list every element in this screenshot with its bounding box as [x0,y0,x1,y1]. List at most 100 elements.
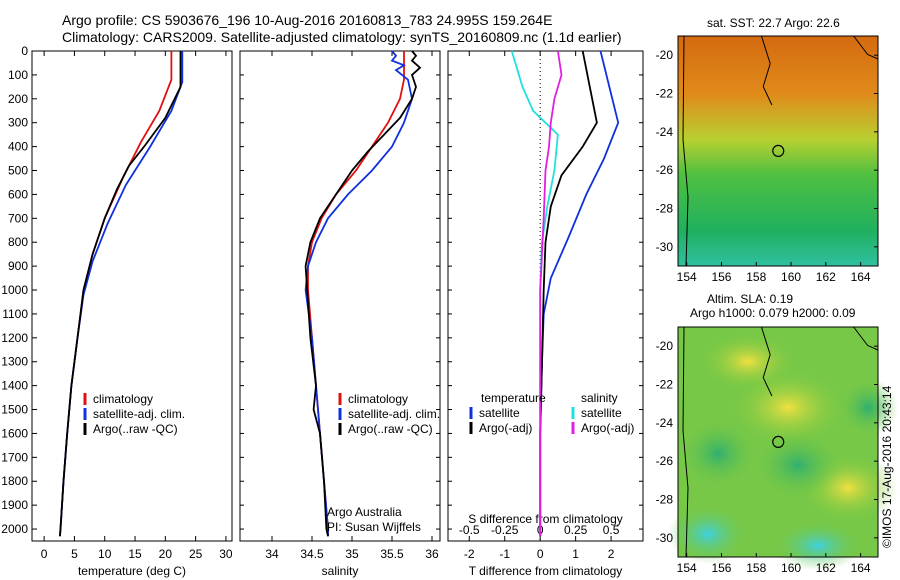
sla_map-y-tick-label: -20 [656,339,674,353]
sla-anomaly-blob [753,430,843,500]
salinity-x-tick-label: 35.5 [380,547,404,561]
temperature-x-tick-label: 15 [128,547,142,561]
difference-top-tick-label: -0.5 [459,523,480,537]
sla_map-coastline-reef [761,326,773,397]
temperature-y-tick-label: 1600 [1,426,28,440]
temperature-x-tick-label: 30 [219,547,233,561]
temperature-y-tick-label: 800 [8,235,28,249]
sst_map-y-tick-label: -20 [656,48,674,62]
temperature-series-climatology [59,51,173,537]
difference-x-tick-label: -1 [499,547,510,561]
temperature-y-tick-label: 1900 [1,498,28,512]
salinity-x-tick-label: 34.5 [300,547,324,561]
sst_map-coastline-reef [761,35,773,106]
sla_map-x-tick-label: 156 [711,561,731,575]
salinity-x-tick-label: 35 [345,547,359,561]
temperature-y-tick-label: 400 [8,140,28,154]
difference-series-argo--adj- [539,50,563,537]
sla_map-x-tick-label: 164 [851,561,871,575]
difference-x-tick-label: 2 [608,547,615,561]
sla_map-argo-marker [772,435,785,449]
salinity-series-satellite-adj--clim- [304,50,413,537]
temperature-y-tick-label: 1500 [1,403,28,417]
temperature-legend-label: climatology [93,392,153,406]
sla-map-title-2: Argo h1000: 0.079 h2000: 0.09 [690,306,856,320]
difference-legend-title-temperature: temperature [481,391,546,405]
salinity-legend-label: Argo(..raw -QC) [348,422,433,436]
difference-top-tick-label: -0.25 [491,523,519,537]
salinity-x-tick-label: 34 [265,547,279,561]
temperature-y-tick-label: 1400 [1,379,28,393]
temperature-y-tick-label: 1000 [1,283,28,297]
sla-map-title-1: Altim. SLA: 0.19 [707,292,794,306]
salinity-x-axis-label: salinity [322,564,359,578]
temperature-y-tick-label: 1800 [1,474,28,488]
figure-title-line1: Argo profile: CS 5903676_196 10-Aug-2016… [62,12,553,28]
difference-legend-label: satellite [479,406,520,420]
temperature-x-tick-label: 20 [159,547,173,561]
temperature-series-argo---raw--qc- [59,51,182,537]
imos-watermark: ©IMOS 17-Aug-2016 20:43:14 [880,385,894,548]
temperature-legend-label: satellite-adj. clim. [93,407,185,421]
sla_map-y-tick-label: -30 [656,531,674,545]
difference-top-tick-label: 0.25 [564,523,588,537]
temperature-y-tick-label: 2000 [1,522,28,536]
sla-anomaly-blob [838,377,898,438]
sst_map-y-tick-label: -30 [656,240,674,254]
temperature-y-tick-label: 1200 [1,331,28,345]
temperature-y-tick-label: 300 [8,116,28,130]
program-credit: Argo Australia [327,505,402,519]
sst_map-coastline-australia [682,35,689,267]
temperature-y-tick-label: 500 [8,164,28,178]
sst_map-y-tick-label: -22 [656,87,674,101]
temperature-y-tick-label: 700 [8,211,28,225]
temperature-plot-frame [31,50,233,542]
temperature-x-axis-label: temperature (deg C) [78,564,186,578]
temperature-y-tick-label: 1700 [1,450,28,464]
pi-credit: PI: Susan Wijffels [327,520,421,534]
sst_map-x-tick-label: 156 [711,270,731,284]
sst-field [678,36,878,266]
salinity-x-tick-label: 36 [425,547,439,561]
salinity-series-argo---raw--qc- [304,50,422,537]
temperature-y-tick-label: 200 [8,92,28,106]
difference-series-satellite [539,50,620,537]
sst_map-y-tick-label: -28 [656,202,674,216]
sla_map-coastline-new-caledonia [853,326,879,351]
sst_map-y-tick-label: -24 [656,125,674,139]
salinity-legend-label: climatology [348,392,408,406]
sst-map-title: sat. SST: 22.7 Argo: 22.6 [707,16,840,30]
sst_map-x-tick-label: 158 [746,270,766,284]
temperature-y-tick-label: 100 [8,68,28,82]
salinity-legend-label: satellite-adj. clim. [348,407,440,421]
temperature-y-tick-label: 1100 [2,307,28,321]
difference-top-axis-label: S difference from climatology [468,512,623,526]
difference-x-tick-label: 0 [537,547,544,561]
sst_map-coastline-new-caledonia [853,35,879,60]
temperature-x-tick-label: 10 [98,547,112,561]
temperature-x-tick-label: 5 [71,547,78,561]
difference-top-tick-label: 0.5 [603,523,620,537]
temperature-legend-label: Argo(..raw -QC) [93,422,178,436]
sst_map-frame [677,35,879,267]
difference-series-argo--adj- [539,50,598,537]
sst_map-x-tick-label: 162 [816,270,836,284]
salinity-plot-frame [239,50,441,542]
difference-legend-label: satellite [581,406,622,420]
sla_map-x-tick-label: 154 [677,561,697,575]
sla_map-y-tick-label: -22 [656,378,674,392]
sla-anomaly-blob [678,418,758,489]
sla_map-y-tick-label: -26 [656,454,674,468]
sst_map-argo-marker [772,144,785,158]
difference-legend-label: Argo(-adj) [479,421,532,435]
difference-legend-title-salinity: salinity [581,391,618,405]
sst_map-x-tick-label: 164 [851,270,871,284]
difference-plot-frame [447,50,644,542]
sla-anomaly-blob [668,504,748,564]
difference-x-tick-label: -2 [464,547,475,561]
sla_map-x-tick-label: 158 [746,561,766,575]
difference-x-tick-label: 1 [572,547,579,561]
temperature-y-tick-label: 0 [21,44,28,58]
